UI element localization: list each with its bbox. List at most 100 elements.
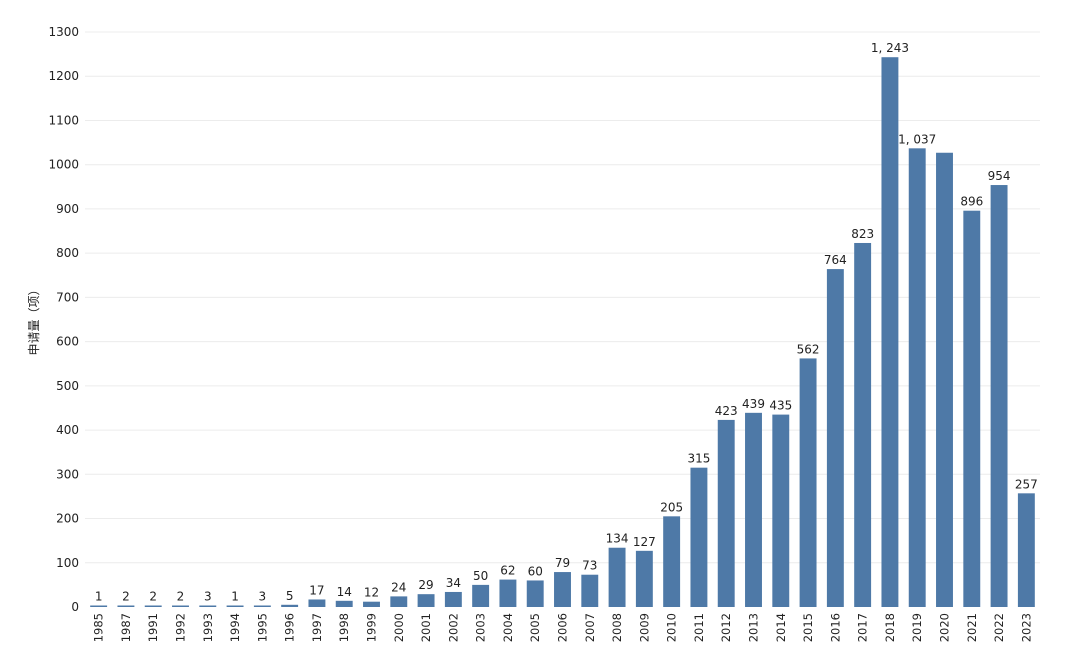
x-tick-label: 1993 bbox=[201, 613, 215, 642]
x-tick-label: 2000 bbox=[392, 613, 406, 642]
bar-2014 bbox=[772, 414, 790, 607]
x-tick-label: 2015 bbox=[801, 613, 815, 642]
x-tick-label: 2023 bbox=[1019, 613, 1033, 642]
data-label-2021: 896 bbox=[960, 195, 983, 209]
data-label-2017: 823 bbox=[851, 227, 874, 241]
x-tick-label: 2005 bbox=[528, 613, 542, 642]
bar-1999 bbox=[363, 601, 380, 607]
gridlines bbox=[85, 31, 1040, 564]
x-tick-label: 2009 bbox=[637, 613, 651, 642]
data-label-2015: 562 bbox=[797, 342, 820, 356]
y-tick-label: 100 bbox=[56, 556, 79, 570]
bar-1993 bbox=[199, 605, 217, 607]
x-tick-label: 2018 bbox=[883, 613, 897, 642]
bar-2020 bbox=[936, 152, 953, 607]
data-label-1991: 2 bbox=[149, 590, 157, 604]
x-tick-label: 1999 bbox=[365, 613, 379, 642]
data-label-2006: 79 bbox=[555, 556, 570, 570]
bars bbox=[90, 57, 1035, 608]
data-label-2009: 127 bbox=[633, 535, 656, 549]
y-axis-label: 申请量（项） bbox=[27, 283, 41, 355]
bar-1992 bbox=[172, 605, 189, 607]
data-label-1994: 1 bbox=[231, 590, 239, 604]
bar-1991 bbox=[144, 605, 162, 607]
x-tick-label: 2007 bbox=[583, 613, 597, 642]
data-label-2013: 439 bbox=[742, 397, 765, 411]
x-tick-label: 2017 bbox=[856, 613, 870, 642]
y-tick-label: 200 bbox=[56, 512, 79, 526]
x-tick-label: 2008 bbox=[610, 613, 624, 642]
y-tick-label: 1200 bbox=[48, 69, 79, 83]
bar-2006 bbox=[554, 572, 571, 607]
data-label-2018: 1, 243 bbox=[871, 41, 909, 55]
bar-2013 bbox=[745, 412, 762, 607]
x-tick-label: 1985 bbox=[92, 613, 106, 642]
bar-2008 bbox=[608, 547, 626, 607]
x-tick-label: 2002 bbox=[446, 613, 460, 642]
bar-1995 bbox=[253, 605, 271, 607]
data-label-2002: 34 bbox=[446, 576, 461, 590]
x-tick-label: 1992 bbox=[174, 613, 188, 642]
bar-2002 bbox=[444, 591, 462, 607]
y-tick-label: 800 bbox=[56, 246, 79, 260]
bar-1987 bbox=[117, 605, 135, 607]
data-label-1998: 14 bbox=[337, 585, 352, 599]
x-tick-label: 2004 bbox=[501, 613, 515, 642]
y-tick-label: 1300 bbox=[48, 25, 79, 39]
data-label-2001: 29 bbox=[418, 578, 433, 592]
bar-2010 bbox=[663, 516, 681, 607]
bar-1997 bbox=[308, 599, 326, 607]
bar-2017 bbox=[854, 242, 872, 607]
bar-2009 bbox=[635, 550, 653, 607]
y-tick-label: 1000 bbox=[48, 158, 79, 172]
x-tick-label: 2003 bbox=[474, 613, 488, 642]
x-tick-label: 1991 bbox=[146, 613, 160, 642]
x-axis-ticks: 1985 1987 1991 1992 1993 1994 1995 1996 1997 1998… bbox=[92, 613, 1034, 642]
bar-2007 bbox=[581, 574, 599, 607]
data-label-2019: 1, 037 bbox=[898, 132, 936, 146]
data-label-2000: 24 bbox=[391, 580, 406, 594]
y-tick-label: 600 bbox=[56, 335, 79, 349]
x-tick-label: 2012 bbox=[719, 613, 733, 642]
y-axis-ticks: 0 100 200 300 400 500 600 700 800 900 1000 1100 1200… bbox=[48, 25, 79, 614]
y-tick-label: 300 bbox=[56, 467, 79, 481]
bar-2012 bbox=[717, 419, 735, 607]
bar-1994 bbox=[226, 605, 244, 607]
bar-2003 bbox=[472, 584, 490, 607]
x-tick-label: 2010 bbox=[665, 613, 679, 642]
x-tick-label: 1996 bbox=[283, 613, 297, 642]
y-tick-label: 500 bbox=[56, 379, 79, 393]
data-label-2010: 205 bbox=[660, 500, 683, 514]
data-label-2008: 134 bbox=[606, 532, 629, 546]
data-label-2014: 435 bbox=[769, 399, 792, 413]
data-label-2012: 423 bbox=[715, 404, 738, 418]
data-label-1999: 12 bbox=[364, 586, 379, 600]
x-tick-label: 2022 bbox=[992, 613, 1006, 642]
bar-2022 bbox=[990, 185, 1008, 608]
bar-1985 bbox=[90, 605, 108, 607]
x-tick-label: 1995 bbox=[255, 613, 269, 642]
x-tick-label: 2021 bbox=[965, 613, 979, 642]
x-tick-label: 2019 bbox=[910, 613, 924, 642]
data-label-2022: 954 bbox=[988, 169, 1011, 183]
bar-2021 bbox=[963, 210, 981, 607]
data-label-2007: 73 bbox=[582, 559, 597, 573]
y-tick-label: 400 bbox=[56, 423, 79, 437]
x-tick-label: 2014 bbox=[774, 613, 788, 642]
bar-2011 bbox=[690, 467, 708, 607]
bar-1998 bbox=[335, 600, 353, 607]
data-label-1997: 17 bbox=[309, 583, 324, 597]
x-tick-label: 2016 bbox=[828, 613, 842, 642]
x-tick-label: 2013 bbox=[747, 613, 761, 642]
bar-2005 bbox=[526, 580, 544, 607]
bar-2001 bbox=[417, 594, 435, 607]
x-tick-label: 2006 bbox=[556, 613, 570, 642]
data-label-1987: 2 bbox=[122, 590, 130, 604]
y-tick-label: 1100 bbox=[48, 113, 79, 127]
bar-1996 bbox=[281, 604, 299, 607]
data-label-2011: 315 bbox=[687, 452, 710, 466]
y-tick-label: 700 bbox=[56, 290, 79, 304]
x-tick-label: 1994 bbox=[228, 613, 242, 642]
y-tick-label: 0 bbox=[71, 600, 79, 614]
